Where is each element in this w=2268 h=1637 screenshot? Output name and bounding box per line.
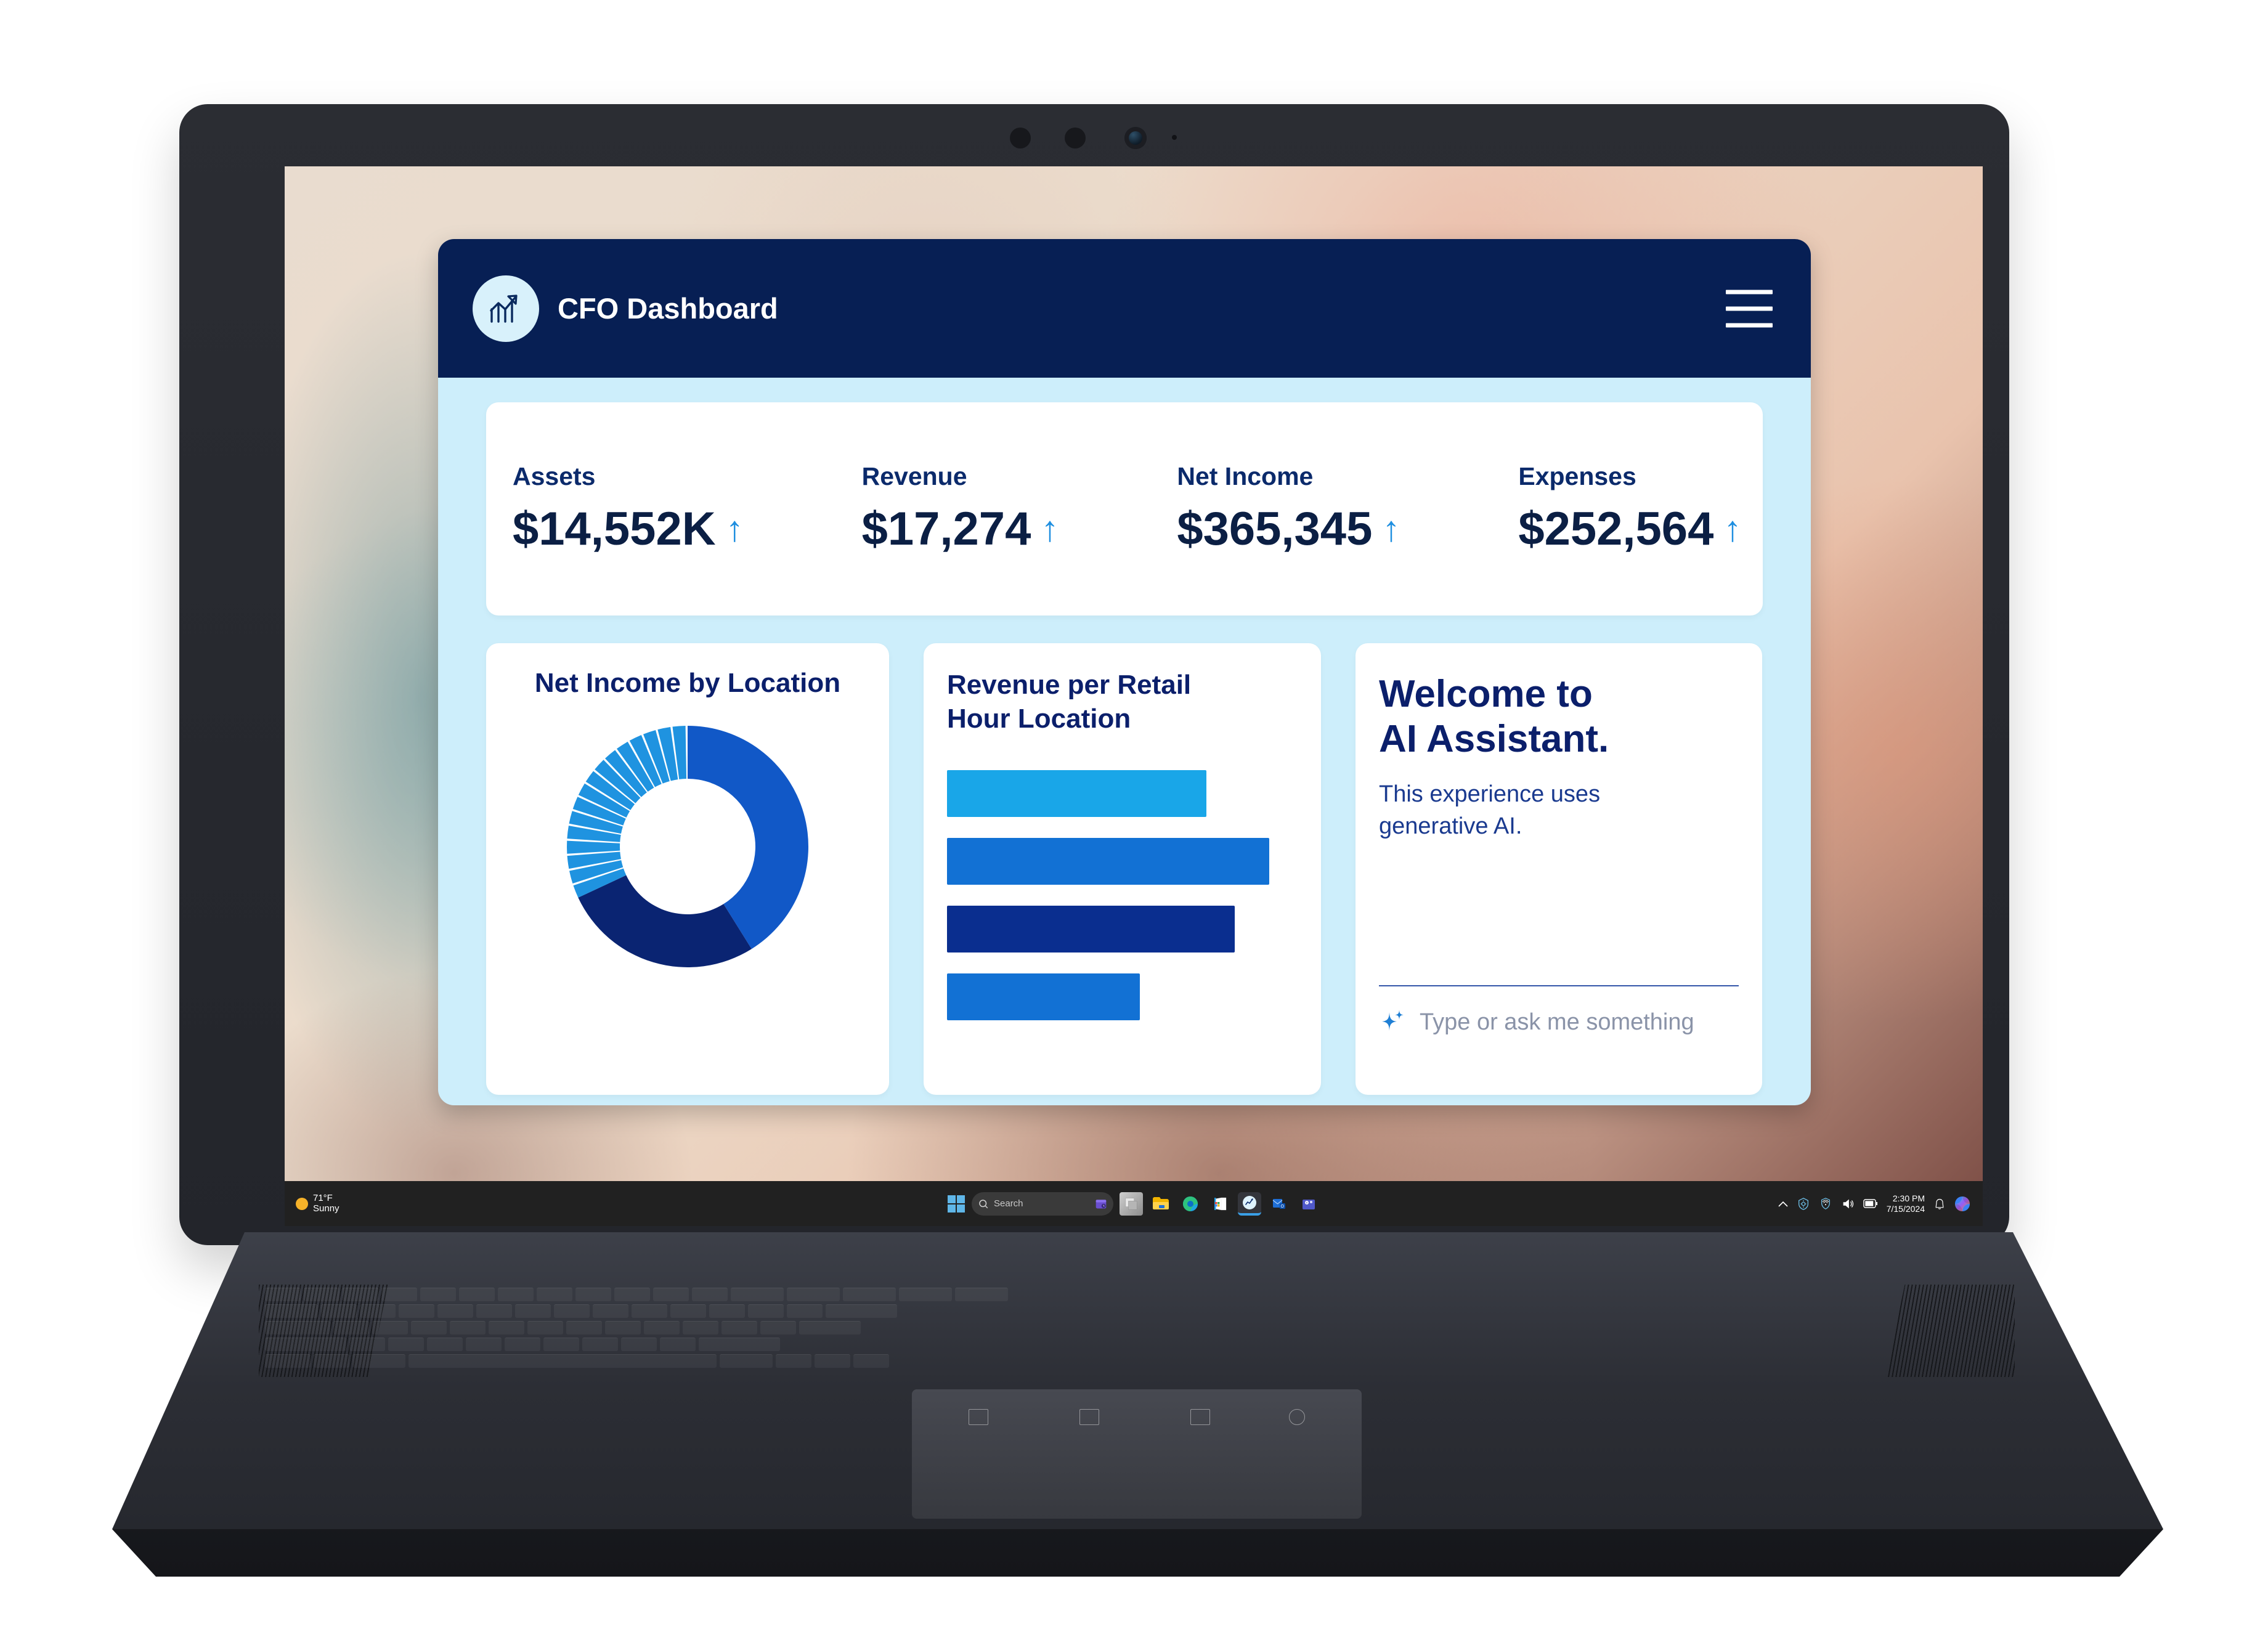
svg-text:T: T: [1306, 1201, 1308, 1204]
svg-text:O: O: [1280, 1204, 1284, 1209]
